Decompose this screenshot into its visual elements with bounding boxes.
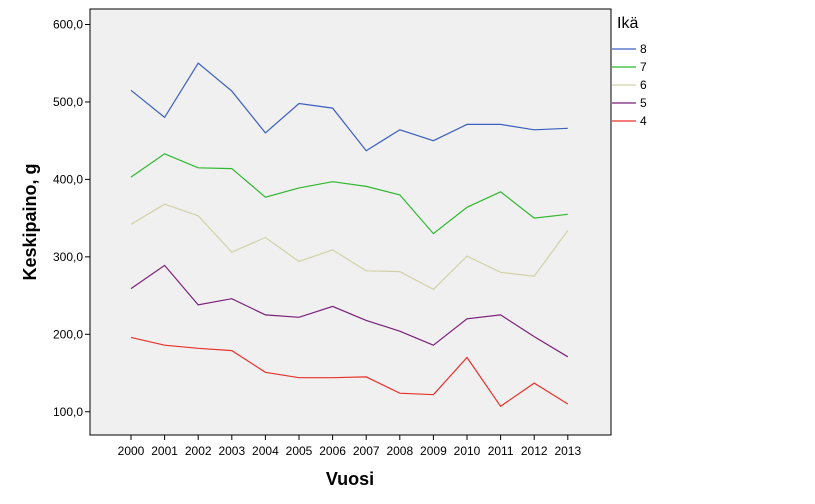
x-tick-label: 2005 <box>286 444 313 458</box>
legend-label-7: 7 <box>640 60 647 74</box>
y-tick-label: 100,0 <box>53 405 83 419</box>
y-axis: 100,0 200,0 300,0 400,0 500,0 600,0 <box>53 17 90 419</box>
x-tick-label: 2003 <box>218 444 245 458</box>
x-tick-label: 2007 <box>353 444 380 458</box>
legend-label-5: 5 <box>640 96 647 110</box>
plot-area <box>89 8 612 436</box>
x-tick-label: 2001 <box>151 444 178 458</box>
legend-label-4: 4 <box>640 114 647 128</box>
x-axis: 2000 2001 2002 2003 2004 2005 2006 2007 2008 2009… <box>118 435 581 458</box>
y-tick-label: 400,0 <box>53 172 83 186</box>
series-line-6 <box>130 203 569 291</box>
y-axis-title: Keskipaino, g <box>20 163 40 280</box>
x-tick-label: 2013 <box>554 444 581 458</box>
y-tick-label: 200,0 <box>53 327 83 341</box>
series-layer <box>130 62 569 408</box>
series-line-8 <box>130 62 568 152</box>
series-line-4 <box>130 336 569 408</box>
legend: Ikä 8 7 6 5 4 <box>612 15 647 128</box>
y-tick-label: 600,0 <box>53 17 83 31</box>
y-tick-label: 500,0 <box>53 95 83 109</box>
x-tick-label: 2000 <box>118 444 145 458</box>
legend-title: Ikä <box>617 15 638 32</box>
x-axis-title: Vuosi <box>326 469 374 489</box>
x-tick-label: 2012 <box>521 444 548 458</box>
y-tick-label: 300,0 <box>53 250 83 264</box>
x-tick-label: 2011 <box>488 444 514 458</box>
legend-label-8: 8 <box>640 42 647 56</box>
series-line-5 <box>130 264 569 358</box>
x-tick-label: 2004 <box>252 444 279 458</box>
series-line-7 <box>130 153 568 235</box>
x-tick-label: 2009 <box>420 444 447 458</box>
x-tick-label: 2008 <box>386 444 413 458</box>
x-tick-label: 2006 <box>319 444 346 458</box>
x-tick-label: 2010 <box>454 444 481 458</box>
legend-label-6: 6 <box>640 78 647 92</box>
x-tick-label: 2002 <box>185 444 212 458</box>
